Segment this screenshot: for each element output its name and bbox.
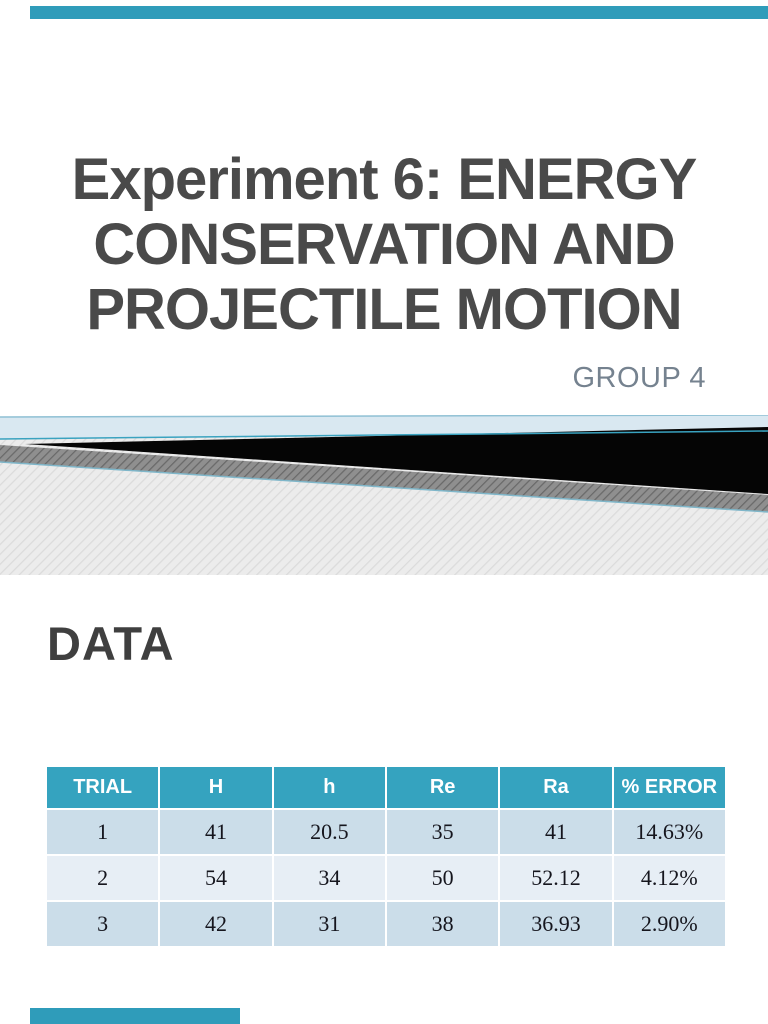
data-table-container: TRIAL H h Re Ra % ERROR 1 41 20.5 35 41 … (44, 765, 728, 948)
cell-H: 42 (158, 900, 274, 948)
slide-subtitle: GROUP 4 (572, 362, 706, 394)
title-line-1: Experiment 6: ENERGY (71, 147, 698, 212)
cell-Ra: 36.93 (498, 900, 614, 948)
cell-h: 31 (271, 900, 387, 948)
header-cell-H: H (158, 765, 274, 810)
table-row: 2 54 34 50 52.12 4.12% (44, 854, 728, 902)
data-heading: DATA (47, 617, 175, 670)
cell-Re: 50 (384, 854, 501, 902)
table-row: 3 42 31 38 36.93 2.90% (44, 900, 728, 948)
header-cell-error: % ERROR (611, 765, 728, 810)
cell-h: 20.5 (271, 808, 387, 856)
table-row: 1 41 20.5 35 41 14.63% (44, 808, 728, 856)
slide-title: Experiment 6: ENERGY CONSERVATION AND PR… (16, 147, 752, 343)
cell-Ra: 41 (498, 808, 614, 856)
cell-trial: 1 (44, 808, 161, 856)
title-line-3: PROJECTILE MOTION (86, 276, 682, 342)
cell-h: 34 (271, 854, 387, 902)
bottom-accent-bar (30, 1008, 240, 1024)
top-accent-bar (30, 6, 768, 19)
cell-error: 14.63% (611, 808, 728, 856)
cell-trial: 3 (44, 900, 161, 948)
theme-decoration-band (0, 415, 768, 575)
header-cell-h: h (271, 765, 387, 810)
data-table: TRIAL H h Re Ra % ERROR 1 41 20.5 35 41 … (44, 765, 728, 948)
header-cell-Ra: Ra (498, 765, 614, 810)
title-line-2: CONSERVATION AND (93, 211, 675, 277)
cell-Ra: 52.12 (498, 854, 614, 902)
header-cell-Re: Re (384, 765, 501, 810)
cell-error: 4.12% (611, 854, 728, 902)
cell-Re: 38 (384, 900, 501, 948)
header-cell-trial: TRIAL (44, 765, 161, 810)
table-header-row: TRIAL H h Re Ra % ERROR (44, 765, 728, 810)
cell-trial: 2 (44, 854, 161, 902)
cell-error: 2.90% (611, 900, 728, 948)
cell-Re: 35 (384, 808, 501, 856)
cell-H: 54 (158, 854, 274, 902)
decoration-graphic (0, 415, 768, 575)
cell-H: 41 (158, 808, 274, 856)
